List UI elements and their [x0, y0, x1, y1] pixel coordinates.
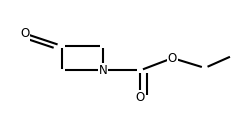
- Text: N: N: [99, 64, 107, 77]
- Text: O: O: [135, 91, 145, 104]
- Text: O: O: [20, 27, 29, 40]
- Text: O: O: [168, 52, 177, 65]
